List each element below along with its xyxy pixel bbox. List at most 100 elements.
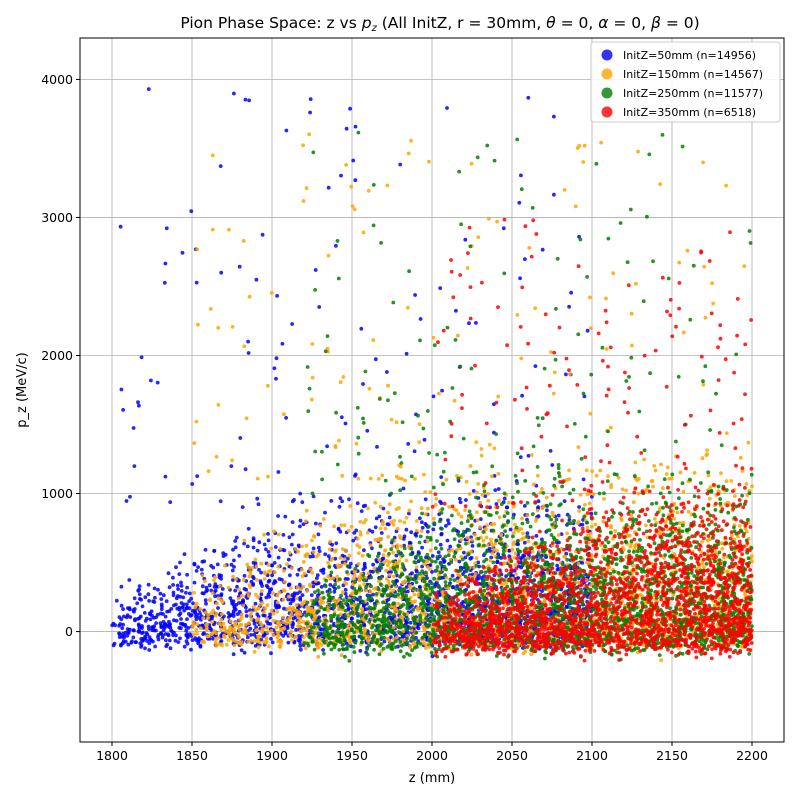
scatter-point [355,569,360,573]
scatter-point [461,572,465,576]
scatter-point [313,579,318,583]
scatter-point [140,626,144,630]
scatter-point [311,550,316,554]
scatter-point [560,484,564,489]
scatter-point [222,563,227,568]
scatter-point [228,596,233,600]
scatter-point [257,567,261,572]
scatter-point [399,477,404,481]
scatter-point [269,636,273,641]
scatter-point [164,226,169,231]
scatter-point [637,476,641,481]
scatter-point [131,426,136,430]
scatter-point [152,628,157,633]
scatter-point [536,505,540,509]
scatter-point [355,536,360,541]
scatter-point [255,548,260,553]
scatter-point [171,583,176,587]
scatter-point [335,563,340,567]
scatter-point [470,544,475,548]
scatter-point [516,542,520,547]
scatter-point [143,619,148,623]
scatter-point [204,601,208,606]
scatter-point [446,521,451,526]
scatter-point [358,519,363,524]
scatter-point [226,585,231,590]
scatter-point [286,640,291,645]
scatter-point [270,563,274,568]
scatter-point [672,516,676,521]
scatter-point [463,555,468,560]
scatter-point [214,585,219,589]
scatter-point [517,200,522,205]
scatter-point [224,629,229,634]
scatter-point [431,335,436,340]
scatter-point [147,635,152,640]
scatter-point [310,342,315,346]
scatter-point [290,532,295,537]
scatter-point [580,561,585,565]
scatter-point [377,558,382,562]
scatter-point [227,227,231,232]
scatter-point [414,569,419,574]
scatter-point [463,237,468,242]
scatter-point [610,515,614,519]
scatter-point [301,626,305,631]
scatter-point [338,556,343,560]
scatter-point [255,496,260,501]
scatter-point [198,607,203,611]
scatter-point [476,482,480,486]
scatter-point [491,528,496,533]
scatter-point [281,588,286,593]
scatter-point [599,140,603,145]
scatter-point [159,607,164,612]
scatter-point [391,588,395,593]
scatter-point [416,608,420,612]
scatter-point [276,630,280,635]
scatter-point [193,610,198,614]
scatter-point [602,497,606,501]
scatter-point [293,547,298,551]
scatter-point [361,567,366,572]
scatter-point [525,531,530,536]
scatter-point [356,476,361,481]
scatter-point [304,508,309,513]
scatter-point [420,545,424,550]
scatter-point [472,532,477,537]
scatter-point [187,599,192,603]
scatter-point [533,306,538,311]
scatter-point [194,627,199,632]
scatter-point [467,321,471,326]
scatter-point [350,616,354,621]
scatter-point [680,523,685,528]
scatter-point [185,605,190,610]
scatter-point [432,576,437,581]
scatter-point [564,551,569,556]
scatter-point [492,522,497,526]
scatter-point [719,471,723,475]
scatter-point [242,573,247,578]
scatter-point [383,548,388,553]
scatter-point [513,562,518,567]
scatter-point [260,601,265,605]
scatter-point [191,622,196,627]
scatter-point [195,631,199,636]
scatter-point [326,560,330,565]
scatter-point [385,370,389,374]
scatter-point [520,516,524,521]
scatter-point [243,467,248,472]
scatter-point [585,525,590,530]
scatter-point [242,650,247,655]
scatter-point [219,642,224,647]
scatter-point [523,649,528,654]
scatter-point [382,639,387,644]
scatter-point [231,602,236,607]
scatter-point [423,497,428,502]
scatter-point [702,565,706,569]
scatter-point [174,618,179,623]
scatter-point [112,641,117,646]
scatter-point [540,247,545,252]
scatter-point [300,593,305,597]
scatter-point [146,592,151,597]
scatter-point [288,573,292,578]
